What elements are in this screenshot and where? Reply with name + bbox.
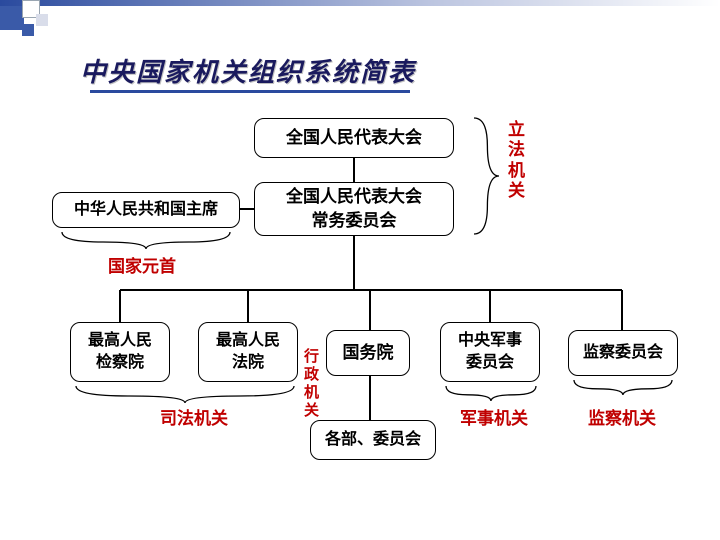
diagram-title: 中央国家机关组织系统简表 <box>80 52 416 89</box>
node-cmc: 中央军事 委员会 <box>440 322 540 382</box>
brace-military <box>444 384 538 402</box>
annot-supervisory: 监察机关 <box>588 404 656 429</box>
brace-judicial <box>74 384 296 404</box>
annot-headofstate: 国家元首 <box>108 252 176 277</box>
title-underline <box>90 90 410 93</box>
annot-executive: 行政机关 <box>302 348 321 420</box>
top-bar <box>0 0 720 6</box>
node-ministries: 各部、委员会 <box>310 420 436 460</box>
node-state-council: 国务院 <box>326 330 410 376</box>
annot-military: 军事机关 <box>460 404 528 429</box>
node-npc: 全国人民代表大会 <box>254 118 454 158</box>
brace-legislative <box>472 116 500 236</box>
node-president: 中华人民共和国主席 <box>52 192 240 228</box>
annot-legislative: 立法机关 <box>506 120 527 202</box>
node-supervisory: 监察委员会 <box>568 330 678 376</box>
annot-judicial: 司法机关 <box>160 404 228 429</box>
node-npcsc: 全国人民代表大会 常务委员会 <box>254 182 454 236</box>
brace-headofstate <box>60 230 232 250</box>
node-court: 最高人民 法院 <box>198 322 298 382</box>
node-procuratorate: 最高人民 检察院 <box>70 322 170 382</box>
brace-supervisory <box>572 378 674 396</box>
